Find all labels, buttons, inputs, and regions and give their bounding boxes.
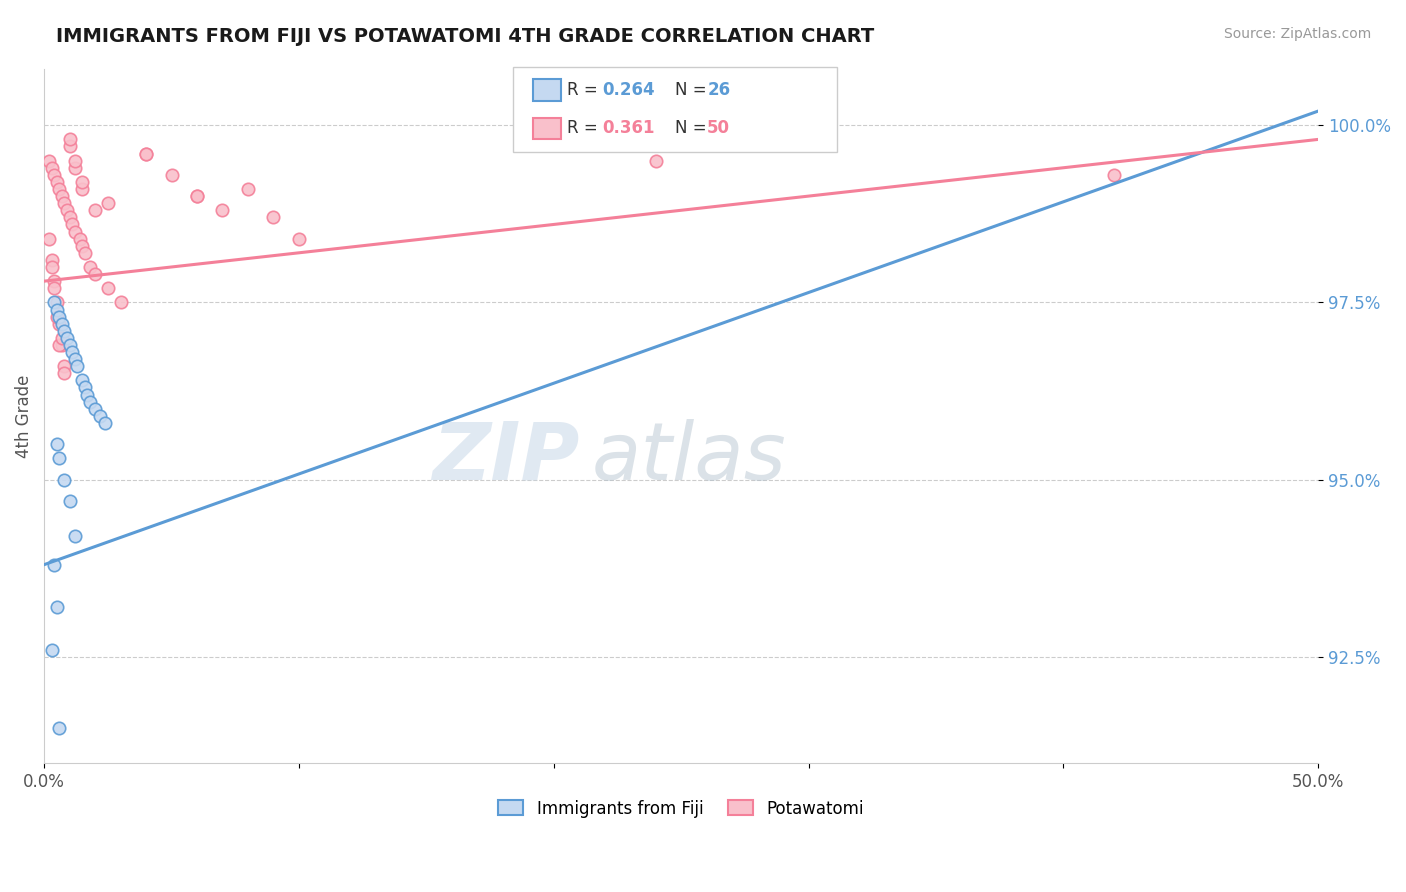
Point [288, 232, 311, 246]
Y-axis label: 4th Grade: 4th Grade [15, 374, 32, 458]
Point [73, 245, 96, 260]
Point [72, 238, 94, 252]
Point [60, 218, 83, 232]
Point [76, 387, 98, 401]
Point [51, 189, 73, 203]
Point [44, 281, 66, 295]
Point [58, 338, 80, 352]
Point [84, 267, 107, 281]
Point [97, 281, 120, 295]
Point [38, 153, 60, 168]
Point [41, 161, 63, 175]
Point [53, 366, 76, 380]
Text: IMMIGRANTS FROM FIJI VS POTAWATOMI 4TH GRADE CORRELATION CHART: IMMIGRANTS FROM FIJI VS POTAWATOMI 4TH G… [56, 27, 875, 45]
Point [97, 196, 120, 211]
Text: R =: R = [567, 81, 603, 99]
Point [45, 295, 67, 310]
Point [135, 146, 157, 161]
Point [60, 345, 83, 359]
Point [41, 252, 63, 267]
Point [63, 529, 86, 543]
Point [94, 416, 117, 430]
Point [44, 295, 66, 310]
Point [53, 324, 76, 338]
Point [211, 203, 233, 218]
Point [186, 189, 208, 203]
Point [58, 139, 80, 153]
Text: Source: ZipAtlas.com: Source: ZipAtlas.com [1223, 27, 1371, 41]
Point [58, 132, 80, 146]
Point [89, 409, 111, 423]
Point [51, 317, 73, 331]
Point [48, 317, 70, 331]
Point [45, 310, 67, 324]
Point [79, 394, 101, 409]
Point [45, 175, 67, 189]
Point [84, 401, 107, 416]
Point [48, 451, 70, 466]
Point [79, 260, 101, 274]
Point [1104, 168, 1126, 182]
Point [48, 310, 70, 324]
Point [44, 168, 66, 182]
Point [66, 359, 89, 374]
Point [58, 494, 80, 508]
Point [63, 225, 86, 239]
Text: N =: N = [675, 120, 711, 137]
Point [69, 232, 91, 246]
Point [44, 558, 66, 572]
Point [72, 373, 94, 387]
Point [236, 182, 259, 196]
Text: R =: R = [567, 120, 603, 137]
Point [186, 189, 208, 203]
Point [644, 153, 666, 168]
Point [38, 232, 60, 246]
Point [48, 182, 70, 196]
Text: 26: 26 [707, 81, 730, 99]
Point [48, 721, 70, 735]
Point [56, 331, 79, 345]
Text: 50: 50 [707, 120, 730, 137]
Point [63, 161, 86, 175]
Point [72, 175, 94, 189]
Point [73, 380, 96, 394]
Point [45, 600, 67, 615]
Point [63, 153, 86, 168]
Point [72, 182, 94, 196]
Text: 0.361: 0.361 [602, 120, 654, 137]
Point [135, 146, 157, 161]
Point [53, 196, 76, 211]
Point [160, 168, 183, 182]
Point [41, 260, 63, 274]
Point [51, 338, 73, 352]
Point [45, 302, 67, 317]
Legend: Immigrants from Fiji, Potawatomi: Immigrants from Fiji, Potawatomi [492, 793, 870, 824]
Point [44, 274, 66, 288]
Point [51, 331, 73, 345]
Point [262, 211, 284, 225]
Text: atlas: atlas [592, 418, 787, 497]
Text: 0.264: 0.264 [602, 81, 654, 99]
Point [53, 473, 76, 487]
Point [41, 642, 63, 657]
Text: N =: N = [675, 81, 711, 99]
Point [48, 338, 70, 352]
Point [53, 359, 76, 374]
Point [56, 203, 79, 218]
Point [45, 437, 67, 451]
Point [63, 352, 86, 367]
Point [84, 203, 107, 218]
Point [110, 295, 132, 310]
Text: ZIP: ZIP [432, 418, 579, 497]
Point [58, 211, 80, 225]
